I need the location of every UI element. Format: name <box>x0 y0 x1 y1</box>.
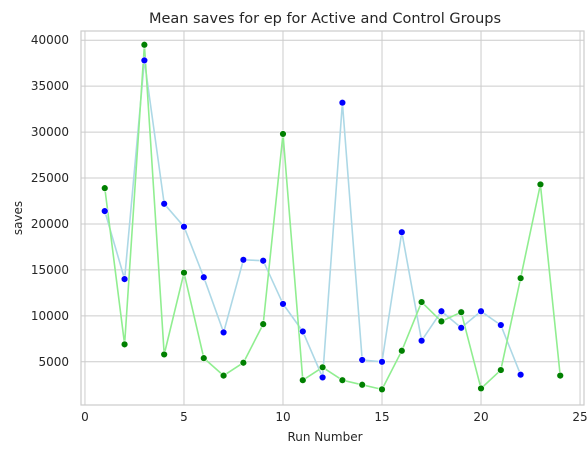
y-tick-label: 25000 <box>31 171 69 185</box>
series-1-point <box>279 300 287 308</box>
x-tick-label: 20 <box>473 410 488 424</box>
series-2-point <box>120 340 129 349</box>
plot-frame <box>80 30 585 406</box>
series-1-point <box>358 356 366 364</box>
series-2-point <box>239 359 248 367</box>
series-1-point <box>417 336 426 345</box>
y-tick-label: 10000 <box>31 309 69 323</box>
series-1-point <box>219 328 228 337</box>
series-2-point <box>180 268 188 277</box>
series-2-point <box>556 371 564 380</box>
series-1-point <box>516 370 525 379</box>
series-2-point <box>160 350 168 359</box>
series-1-point <box>299 327 307 336</box>
series-2-point <box>437 317 446 326</box>
series-1-point <box>457 324 465 332</box>
series-2-point <box>259 320 267 328</box>
series-2-point <box>200 354 208 362</box>
series-2-point <box>477 384 485 393</box>
series-2-point <box>536 180 545 189</box>
y-tick-label: 35000 <box>31 79 69 93</box>
y-tick-label: 15000 <box>31 263 69 277</box>
series-2-point <box>140 41 149 49</box>
series-2-point <box>516 274 525 282</box>
series-1-point <box>259 257 267 265</box>
series-1-point <box>318 373 327 382</box>
series-1-point <box>180 223 188 231</box>
series-2-point <box>358 381 366 389</box>
y-tick-label: 40000 <box>31 33 69 47</box>
y-tick-label: 30000 <box>31 125 69 139</box>
series-2-point <box>279 130 287 138</box>
series-1-point <box>160 200 168 208</box>
series-2-point <box>318 363 327 372</box>
series-1-point <box>101 207 109 215</box>
y-tick-label: 5000 <box>38 355 69 369</box>
series-1-point <box>378 358 386 366</box>
y-axis-label: saves <box>11 201 25 235</box>
x-tick-label: 15 <box>374 410 389 424</box>
series-1-point <box>477 307 485 315</box>
x-axis-label: Run Number <box>287 430 362 444</box>
series-1-point <box>140 56 149 65</box>
x-tick-label: 0 <box>81 410 89 424</box>
series-2-point <box>101 184 109 192</box>
series-2-point <box>299 376 307 384</box>
series-2-point <box>457 308 465 316</box>
series-2-point <box>497 366 505 374</box>
y-tick-label: 20000 <box>31 217 69 231</box>
series-1-point <box>239 256 248 264</box>
x-tick-label: 10 <box>275 410 290 424</box>
series-1-point <box>120 275 129 283</box>
series-1-point <box>497 321 505 329</box>
x-tick-label: 5 <box>180 410 188 424</box>
series-1-point <box>437 307 446 315</box>
series-2-point <box>338 376 347 384</box>
series-2-line <box>104 43 561 391</box>
series-2-point <box>417 298 426 306</box>
series-1-line <box>104 59 522 379</box>
series-2-point <box>398 347 406 355</box>
plot-area <box>81 31 584 405</box>
series-2-point <box>219 371 228 380</box>
series-1-point <box>200 273 208 281</box>
series-2-point <box>378 385 386 394</box>
series-1-point <box>338 98 347 107</box>
x-tick-label: 25 <box>572 410 587 424</box>
chart-title: Mean saves for ep for Active and Control… <box>149 11 501 27</box>
series-1-point <box>398 228 406 236</box>
